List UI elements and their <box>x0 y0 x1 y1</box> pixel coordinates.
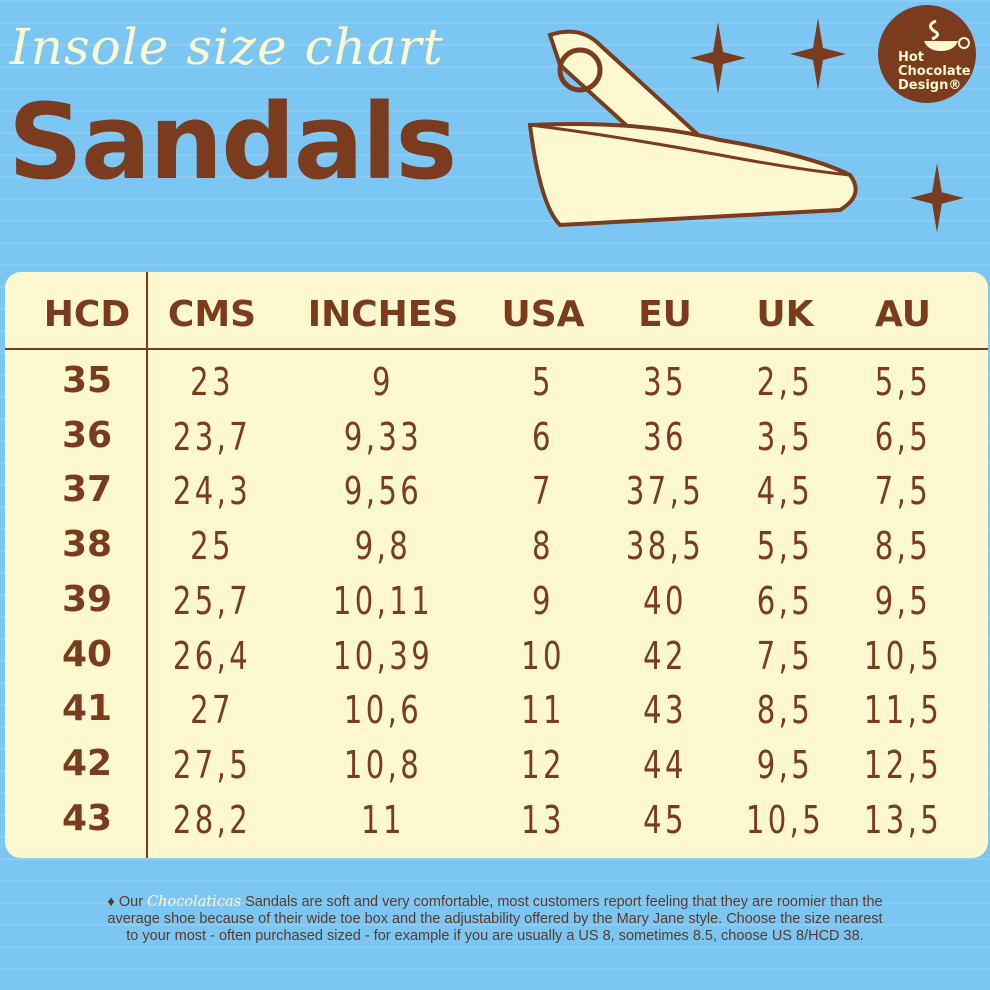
row-hcd-size: 41 <box>61 688 113 730</box>
column-header-hcd: HCD <box>43 294 131 335</box>
column-divider <box>146 272 148 858</box>
table-cell: 25 <box>190 524 234 569</box>
table-cell: 23,7 <box>172 414 252 459</box>
table-cell: 28,2 <box>172 797 252 842</box>
table-cell: 8,5 <box>756 688 814 733</box>
star-icon <box>690 22 746 94</box>
table-cell: 6 <box>532 414 554 459</box>
table-cell: 6,5 <box>756 578 814 623</box>
table-cell: 10 <box>521 633 565 678</box>
table-cell: 36 <box>643 414 687 459</box>
table-cell: 9,56 <box>343 469 423 514</box>
table-cell: 10,39 <box>332 633 434 678</box>
row-hcd-size: 43 <box>61 797 113 839</box>
column-header-usa: USA <box>501 294 585 335</box>
table-cell: 24,3 <box>172 469 252 514</box>
table-cell: 8 <box>532 524 554 569</box>
table-cell: 9 <box>372 360 394 404</box>
row-hcd-size: 35 <box>61 360 113 401</box>
table-cell: 42 <box>643 633 687 678</box>
column-header-uk: UK <box>756 294 814 335</box>
table-cell: 9,5 <box>874 578 932 623</box>
table-cell: 4,5 <box>756 469 814 514</box>
header-divider <box>5 348 988 350</box>
table-cell: 13 <box>521 797 565 842</box>
row-hcd-size: 38 <box>61 524 113 566</box>
table-cell: 12,5 <box>863 742 943 787</box>
table-cell: 5 <box>532 360 554 404</box>
table-cell: 44 <box>643 742 687 787</box>
table-cell: 3,5 <box>756 414 814 459</box>
logo-text: Hot <box>898 50 925 65</box>
table-cell: 12 <box>521 742 565 787</box>
sandal-illustration <box>527 29 858 228</box>
table-cell: 5,5 <box>756 524 814 569</box>
table-cell: 25,7 <box>172 578 252 623</box>
table-cell: 7,5 <box>756 633 814 678</box>
table-cell: 11 <box>521 688 565 733</box>
table-cell: 10,11 <box>332 578 434 623</box>
table-cell: 11 <box>361 797 405 842</box>
table-cell: 27 <box>190 688 234 733</box>
table-cell: 6,5 <box>874 414 932 459</box>
table-cell: 9,33 <box>343 414 423 459</box>
table-cell: 27,5 <box>172 742 252 787</box>
subtitle: Insole size chart <box>10 18 444 76</box>
row-hcd-size: 42 <box>61 742 113 784</box>
star-icon <box>790 18 846 90</box>
table-cell: 10,8 <box>343 742 423 787</box>
row-hcd-size: 40 <box>61 633 113 675</box>
brand-logo: Hot Chocolate Design® <box>878 5 976 103</box>
table-cell: 7 <box>532 469 554 514</box>
table-cell: 10,6 <box>343 688 423 733</box>
footer-text: Sandals are soft and very comfortable, m… <box>107 894 883 944</box>
logo-text: Design® <box>898 78 962 93</box>
table-cell: 43 <box>643 688 687 733</box>
column-header-eu: EU <box>638 294 692 335</box>
table-cell: 45 <box>643 797 687 842</box>
table-cell: 26,4 <box>172 633 252 678</box>
table-cell: 9,5 <box>756 742 814 787</box>
table-cell: 5,5 <box>874 360 932 404</box>
page-title: Sandals <box>8 81 457 203</box>
table-cell: 10,5 <box>745 797 825 842</box>
table-cell: 38,5 <box>625 524 705 569</box>
table-cell: 37,5 <box>625 469 705 514</box>
star-icon <box>910 163 964 233</box>
row-hcd-size: 36 <box>61 414 113 456</box>
logo-text: Chocolate <box>898 64 971 79</box>
table-cell: 40 <box>643 578 687 623</box>
table-cell: 8,5 <box>874 524 932 569</box>
table-cell: 35 <box>643 360 687 404</box>
row-hcd-size: 39 <box>61 578 113 620</box>
table-cell: 23 <box>190 360 234 404</box>
row-hcd-size: 37 <box>61 469 113 511</box>
table-cell: 7,5 <box>874 469 932 514</box>
column-header-inches: INCHES <box>307 294 459 335</box>
table-cell: 10,5 <box>863 633 943 678</box>
table-cell: 2,5 <box>756 360 814 404</box>
size-table: HCD CMS INCHES USA EU UK AU 35 23 9 5 35 2,5 5,5 36 23,… <box>5 272 988 858</box>
cup-icon <box>924 19 970 51</box>
column-header-cms: CMS <box>167 294 257 335</box>
table-cell: 9 <box>532 578 554 623</box>
column-header-au: AU <box>875 294 931 335</box>
table-cell: 11,5 <box>863 688 943 733</box>
footer-note: ♦ Our Chocolaticas Sandals are soft and … <box>100 894 890 945</box>
table-cell: 13,5 <box>863 797 943 842</box>
table-cell: 9,8 <box>354 524 412 569</box>
brand-name: Chocolaticas <box>147 894 242 910</box>
footer-bullet: ♦ Our <box>107 894 144 910</box>
